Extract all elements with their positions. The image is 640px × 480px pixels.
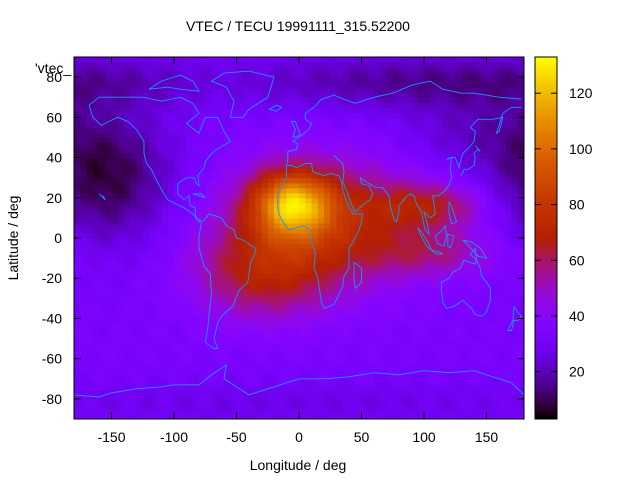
- tec-heatmap: [74, 57, 524, 419]
- y-tick-label: 0: [54, 230, 62, 246]
- colorbar-tick-label: 20: [569, 364, 585, 380]
- coastline-segment: [98, 193, 106, 201]
- x-axis-label: Longitude / deg: [250, 457, 347, 473]
- colorbar-tick-label: 60: [569, 252, 585, 268]
- coastline-segment: [88, 105, 202, 223]
- colorbar-tick-label: 100: [569, 141, 593, 157]
- x-tick-label: 150: [475, 429, 499, 445]
- y-axis-ticks: -80 -60 -40 -20 0 20 40 60 80: [42, 69, 524, 407]
- coastline-segment: [448, 201, 458, 225]
- coastline-segment: [74, 363, 524, 398]
- y-axis-label: Latitude / deg: [5, 196, 21, 281]
- y-tick-label: 40: [46, 150, 62, 166]
- y-tick-label: -60: [42, 351, 62, 367]
- x-tick-label: 0: [295, 429, 303, 445]
- colorbar: [534, 56, 558, 420]
- coastline-segment: [148, 74, 200, 92]
- coastline-segment: [462, 239, 488, 259]
- colorbar-tick-label: 80: [569, 197, 585, 213]
- coastline-segment: [353, 261, 362, 290]
- x-tick-label: -100: [160, 429, 188, 445]
- colorbar-tick-label: 40: [569, 308, 585, 324]
- coastline-segment: [290, 120, 301, 138]
- x-tick-label: -50: [226, 429, 246, 445]
- x-axis-ticks: -150 -100 -50 0 50 100 150: [97, 57, 498, 445]
- colorbar-ticks: 20 40 60 80 100 120: [535, 85, 593, 380]
- y-tick-label: -20: [42, 270, 62, 286]
- coastline-segment: [210, 70, 275, 118]
- coastline-segment: [431, 249, 444, 255]
- coastline-segment: [277, 163, 364, 309]
- colorbar-tick-label: 120: [569, 85, 593, 101]
- y-tick-label: -80: [42, 391, 62, 407]
- coastline-segment: [268, 104, 283, 112]
- y-tick-label: -40: [42, 310, 62, 326]
- coastline-segment: [198, 213, 256, 350]
- coastline-segment: [461, 145, 481, 176]
- y-tick-label: 20: [46, 190, 62, 206]
- x-tick-label: -150: [97, 429, 125, 445]
- coastline-segment: [286, 80, 522, 166]
- y-tick-label: 60: [46, 109, 62, 125]
- series-key-label: 'vtec_: [35, 60, 71, 76]
- coastline-segment: [447, 233, 455, 249]
- coastline-overlay: [74, 70, 524, 398]
- y-tick-label: 80: [46, 69, 62, 85]
- coastline-segment: [434, 224, 447, 247]
- coastline-segment: [88, 96, 231, 223]
- coastline-segment: [507, 306, 523, 331]
- x-tick-label: 50: [354, 429, 370, 445]
- x-tick-label: 100: [412, 429, 436, 445]
- coastline-segment: [441, 258, 491, 317]
- chart-title: VTEC / TECU 19991111_315.52200: [186, 18, 410, 34]
- coastline-segment: [469, 246, 477, 261]
- coastline-segment: [333, 106, 522, 236]
- coastline-segment: [192, 193, 206, 199]
